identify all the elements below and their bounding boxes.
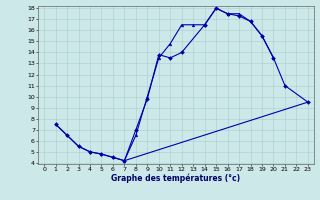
X-axis label: Graphe des températures (°c): Graphe des températures (°c) [111,174,241,183]
